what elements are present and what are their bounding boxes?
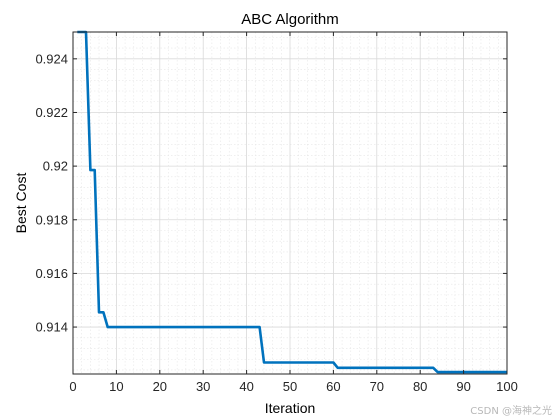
x-tick-label: 20 bbox=[153, 379, 167, 394]
y-tick-label: 0.92 bbox=[43, 159, 68, 174]
x-axis-label: Iteration bbox=[265, 400, 316, 416]
series-line bbox=[77, 30, 507, 374]
x-tick-label: 40 bbox=[239, 379, 253, 394]
chart-title: ABC Algorithm bbox=[241, 11, 339, 28]
x-tick-label: 50 bbox=[283, 379, 297, 394]
series-layer bbox=[77, 30, 507, 374]
y-tick-label: 0.916 bbox=[35, 266, 68, 281]
x-tick-label: 60 bbox=[326, 379, 340, 394]
tick-labels: 0 10 20 30 40 50 60 70 80 90 100 0.914 0.916 0.918 0.9… bbox=[35, 51, 517, 394]
x-tick-label: 10 bbox=[109, 379, 123, 394]
x-tick-label: 0 bbox=[69, 379, 76, 394]
ticks bbox=[72, 32, 508, 374]
watermark: CSDN @海神之光 bbox=[470, 406, 552, 417]
major-grid bbox=[72, 32, 508, 374]
y-tick-label: 0.914 bbox=[35, 320, 68, 335]
x-tick-label: 80 bbox=[413, 379, 427, 394]
x-tick-label: 30 bbox=[196, 379, 210, 394]
y-tick-label: 0.918 bbox=[35, 212, 68, 227]
x-tick-label: 70 bbox=[370, 379, 384, 394]
y-axis-label: Best Cost bbox=[13, 173, 29, 234]
y-tick-label: 0.924 bbox=[35, 51, 68, 66]
y-tick-label: 0.922 bbox=[35, 105, 68, 120]
x-tick-label: 90 bbox=[456, 379, 470, 394]
x-tick-label: 100 bbox=[496, 379, 518, 394]
